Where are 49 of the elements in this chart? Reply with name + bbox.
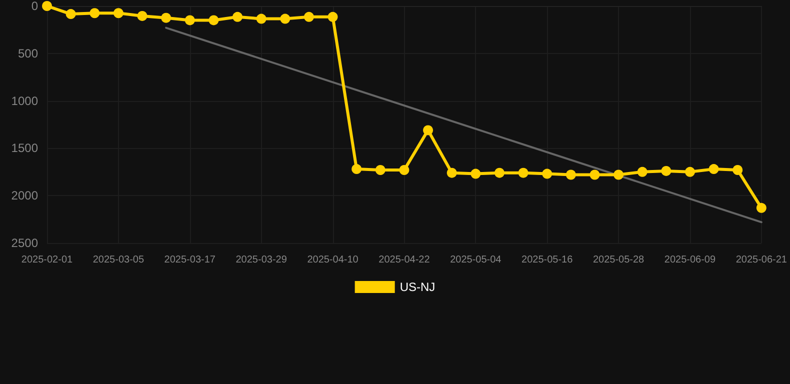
point: [137, 10, 148, 21]
x-tick-label: 2025-04-10: [307, 254, 359, 266]
point: [518, 168, 528, 178]
x-tick-label: 2025-06-09: [664, 254, 716, 266]
point: [66, 9, 76, 20]
point: [232, 12, 243, 22]
point: [423, 125, 434, 136]
x-tick-label: 2025-03-17: [164, 254, 216, 266]
point: [184, 15, 195, 26]
point: [494, 168, 504, 178]
x-tick-label: 2025-03-29: [236, 254, 288, 266]
y-tick-label: 1500: [11, 141, 38, 156]
point: [684, 166, 695, 177]
point: [375, 165, 386, 175]
point: [614, 170, 624, 180]
x-tick-label: 2025-05-16: [522, 254, 574, 266]
y-tick-label: 0: [31, 0, 38, 13]
point: [208, 15, 219, 26]
x-tick-label: 2025-03-05: [92, 254, 144, 266]
y-tick-label: 2500: [11, 236, 38, 250]
point: [304, 12, 314, 22]
point: [161, 12, 172, 23]
point: [280, 14, 290, 24]
point: [756, 202, 766, 213]
point: [113, 8, 124, 18]
point: [90, 8, 100, 18]
point: [470, 168, 481, 179]
point: [542, 168, 552, 179]
x-tick-label: 2025-02-01: [21, 254, 74, 266]
x-tick-label: 2025-04-22: [378, 254, 430, 266]
point: [566, 170, 576, 180]
x-tick-label: 2025-06-21: [736, 254, 788, 266]
legend-label: US-NJ: [400, 280, 436, 294]
point: [637, 166, 648, 177]
point: [352, 164, 362, 174]
point: [590, 170, 600, 180]
point: [399, 165, 410, 175]
x-tick-label: 2025-05-04: [450, 254, 502, 266]
point: [708, 164, 719, 174]
y-tick-label: 500: [18, 46, 38, 60]
point: [661, 166, 672, 176]
point: [446, 168, 457, 178]
point: [42, 1, 52, 11]
y-tick-label: 2000: [11, 188, 38, 203]
y-tick-label: 1000: [11, 94, 38, 108]
point: [328, 12, 338, 22]
point: [256, 14, 266, 24]
point: [732, 165, 743, 175]
x-tick-label: 2025-05-28: [592, 254, 645, 266]
